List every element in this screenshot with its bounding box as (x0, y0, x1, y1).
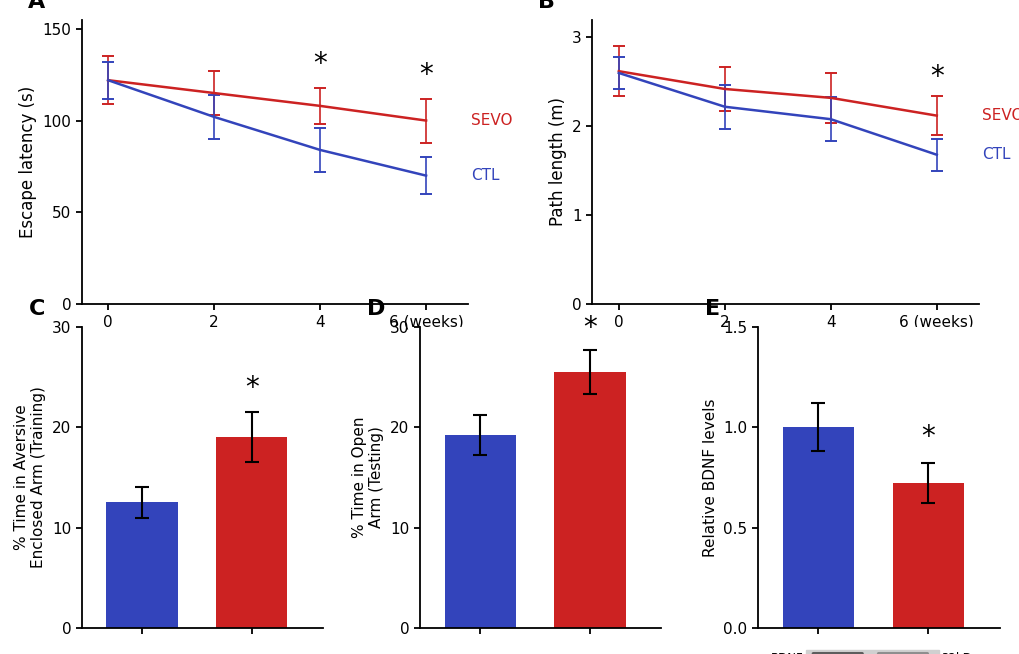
Y-axis label: % Time in Open
Arm (Testing): % Time in Open Arm (Testing) (352, 417, 384, 538)
Text: *: * (419, 61, 432, 90)
FancyBboxPatch shape (876, 653, 927, 654)
Bar (553, 372, 625, 628)
Text: A: A (28, 0, 45, 12)
Y-axis label: Path length (m): Path length (m) (548, 97, 566, 226)
Y-axis label: % Time in Aversive
Enclosed Arm (Training): % Time in Aversive Enclosed Arm (Trainin… (14, 387, 46, 568)
Y-axis label: Relative BDNF levels: Relative BDNF levels (702, 398, 717, 557)
Bar (106, 502, 177, 628)
Text: *: * (920, 423, 934, 451)
Text: CTL: CTL (981, 147, 1010, 162)
Text: 32kDa: 32kDa (941, 652, 979, 654)
Bar (444, 436, 516, 628)
Bar (806, 651, 938, 654)
Bar (782, 427, 853, 628)
Text: B: B (538, 0, 554, 12)
Text: SEVO: SEVO (471, 113, 513, 128)
Text: BDNF: BDNF (770, 652, 803, 654)
Text: SEVO: SEVO (981, 108, 1019, 123)
Text: D: D (366, 299, 384, 319)
Text: *: * (245, 374, 259, 402)
Text: E: E (704, 299, 719, 319)
Bar (216, 438, 287, 628)
Text: *: * (583, 314, 596, 342)
Text: C: C (29, 299, 45, 319)
Text: *: * (929, 63, 943, 91)
Text: *: * (313, 50, 327, 78)
Text: CTL: CTL (471, 168, 499, 183)
Bar (892, 483, 963, 628)
FancyBboxPatch shape (811, 653, 862, 654)
Y-axis label: Escape latency (s): Escape latency (s) (18, 86, 37, 238)
